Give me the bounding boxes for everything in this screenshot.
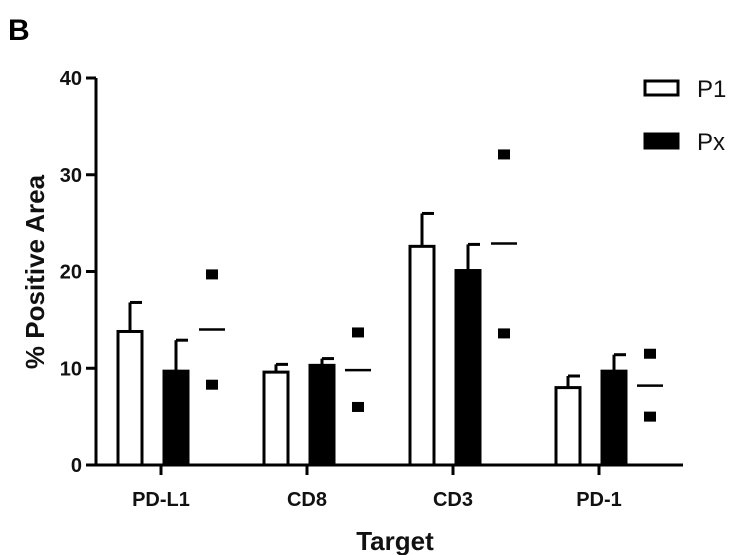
bar-px	[308, 363, 336, 467]
x-tick-label: PD-1	[576, 489, 622, 511]
data-point	[206, 379, 218, 390]
x-tick-label: CD8	[287, 489, 327, 511]
data-point	[352, 401, 364, 412]
y-tick-label: 20	[60, 262, 82, 284]
category-group	[262, 327, 371, 467]
bar-px	[454, 269, 482, 467]
y-tick-label: 10	[60, 358, 82, 380]
legend-swatch-p1	[643, 79, 680, 97]
bar-p1	[116, 329, 144, 467]
legend-swatch-px	[643, 132, 680, 150]
category-group	[554, 348, 663, 467]
legend: P1 Px	[643, 76, 726, 156]
y-axis: 0 10 20 30 40	[60, 68, 98, 477]
category-group	[116, 269, 225, 467]
y-tick-label: 30	[60, 165, 82, 187]
data-point	[498, 328, 510, 339]
bar-px	[162, 369, 190, 467]
y-tick-label: 40	[60, 68, 82, 90]
panel-label: B	[8, 14, 30, 47]
bar-p1	[554, 386, 582, 467]
bar-px	[600, 369, 628, 467]
data-point	[206, 269, 218, 280]
bar-p1	[408, 244, 436, 467]
data-point	[644, 348, 656, 359]
x-tick-label: CD3	[433, 489, 473, 511]
data-point	[644, 411, 656, 422]
data-point	[498, 149, 510, 160]
category-group	[408, 149, 517, 467]
x-axis: PD-L1 CD8 CD3 PD-1	[96, 463, 683, 511]
plot-area	[116, 149, 663, 467]
legend-label: Px	[697, 129, 725, 156]
x-tick-label: PD-L1	[132, 489, 190, 511]
bar-p1	[262, 370, 290, 467]
data-point	[352, 327, 364, 338]
y-tick-label: 0	[71, 455, 82, 477]
y-axis-title: % Positive Area	[20, 174, 50, 369]
x-axis-title: Target	[356, 526, 434, 555]
legend-label: P1	[697, 76, 726, 103]
